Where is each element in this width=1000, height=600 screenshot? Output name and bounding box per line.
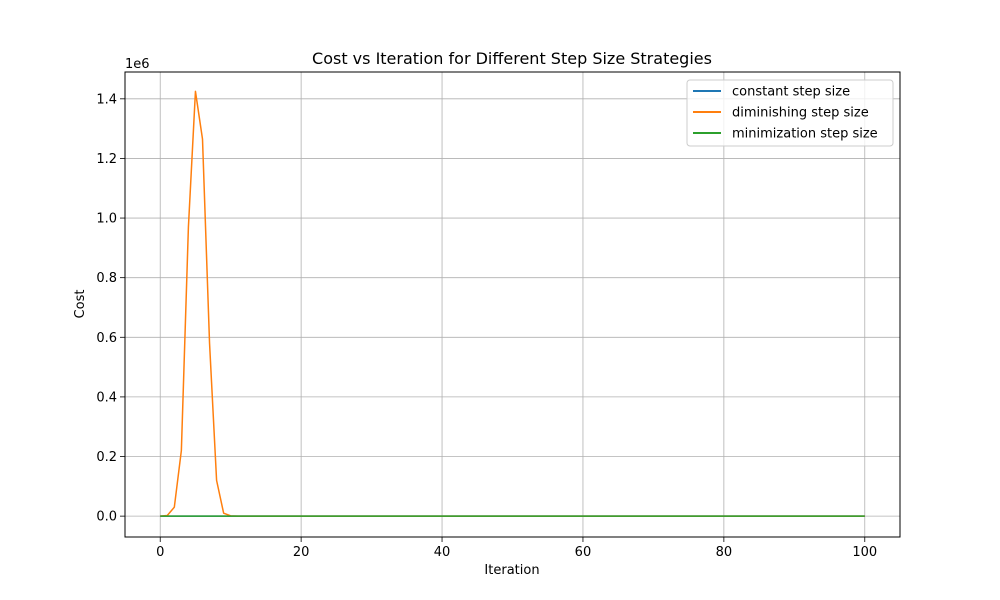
legend-label: constant step size bbox=[732, 85, 850, 100]
y-tick-label: 0.2 bbox=[96, 450, 117, 465]
x-tick-label: 20 bbox=[293, 545, 310, 560]
x-tick-label: 100 bbox=[852, 545, 877, 560]
y-tick-label: 0.6 bbox=[96, 331, 117, 346]
y-tick-label: 1.0 bbox=[96, 212, 117, 227]
x-tick-label: 60 bbox=[575, 545, 592, 560]
legend-label: diminishing step size bbox=[732, 106, 869, 121]
x-tick-label: 40 bbox=[434, 545, 451, 560]
y-tick-label: 0.8 bbox=[96, 271, 117, 286]
x-tick-label: 80 bbox=[716, 545, 733, 560]
series-line-2 bbox=[160, 90, 865, 517]
ticks: 0 20 40 60 80 100 0.0 0.2 0.4 0.6 0.8 1.0 1.2 1.4 bbox=[96, 92, 877, 560]
x-tick-label: 0 bbox=[156, 545, 164, 560]
y-tick-label: 1.2 bbox=[96, 152, 117, 167]
plot-frame bbox=[124, 71, 901, 538]
legend-label: minimization step size bbox=[732, 127, 878, 142]
y-tick-label: 0.0 bbox=[96, 510, 117, 525]
y-tick-label: 1.4 bbox=[96, 92, 117, 107]
chart-title: Cost vs Iteration for Different Step Siz… bbox=[312, 49, 712, 68]
y-axis-label: Cost bbox=[73, 290, 88, 319]
legend-box bbox=[686, 79, 894, 147]
y-scale-label: 1e6 bbox=[125, 57, 150, 72]
x-axis-label: Iteration bbox=[484, 563, 539, 578]
series-lines bbox=[160, 90, 865, 517]
y-tick-label: 0.4 bbox=[96, 390, 117, 405]
legend: constant step size diminishing step size m… bbox=[686, 79, 894, 147]
